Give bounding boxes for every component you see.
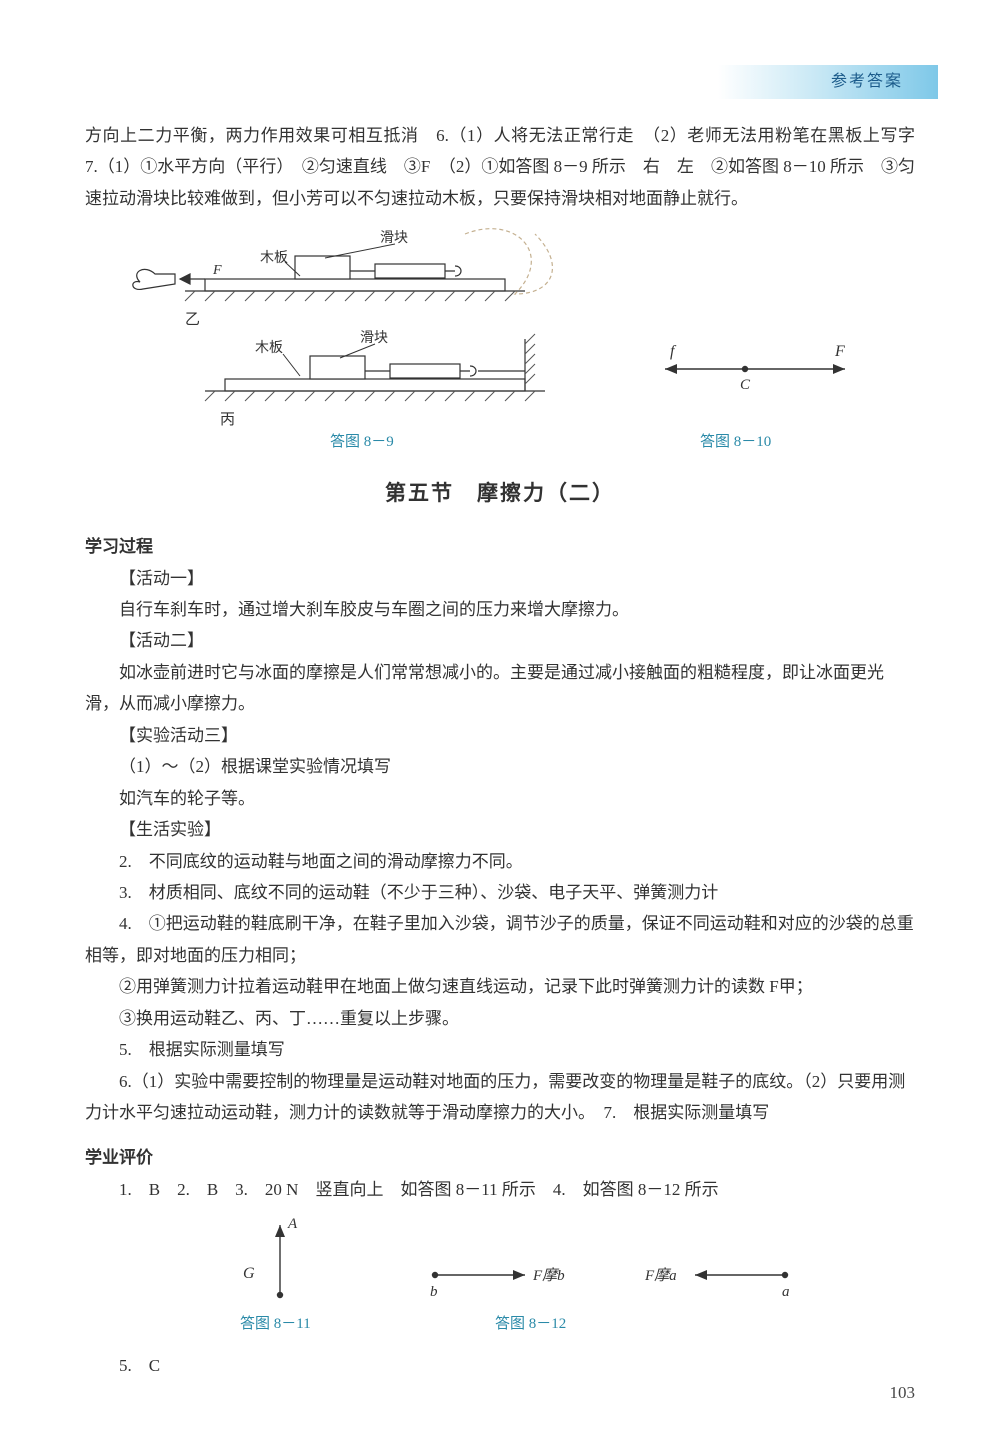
fig-8-11-12-svg: A G 答图 8－11 b F摩b a F摩a 答图 8－12: [85, 1210, 905, 1340]
act3a-text: （1）～（2）根据课堂实验情况填写: [85, 751, 915, 782]
label-G: G: [243, 1265, 255, 1282]
label-board-1: 木板: [260, 250, 288, 266]
act3b-text: 如汽车的轮子等。: [85, 783, 915, 814]
label-f-small: f: [670, 343, 677, 360]
label-a: a: [782, 1284, 790, 1300]
label-slider-1: 滑块: [380, 229, 408, 246]
act2-text: 如冰壶前进时它与冰面的摩擦是人们常常想减小的。主要是通过减小接触面的粗糙程度，即…: [85, 657, 915, 720]
act1-label: 【活动一】: [85, 563, 915, 594]
life2: 2. 不同底纹的运动鞋与地面之间的滑动摩擦力不同。: [85, 846, 915, 877]
figure-row-2: A G 答图 8－11 b F摩b a F摩a 答图 8－12: [85, 1210, 915, 1340]
fig89-caption: 答图 8－9: [330, 433, 394, 450]
label-bing: 丙: [220, 412, 235, 428]
label-yi: 乙: [185, 312, 200, 328]
eval-line1: 1. B 2. B 3. 20 N 竖直向上 如答图 8－11 所示 4. 如答…: [85, 1174, 915, 1205]
learn-heading: 学习过程: [85, 531, 915, 562]
label-slider-2: 滑块: [360, 329, 388, 346]
eval-heading: 学业评价: [85, 1142, 915, 1173]
eval-line5: 5. C: [85, 1350, 915, 1381]
life3: 3. 材质相同、底纹不同的运动鞋（不少于三种）、沙袋、电子天平、弹簧测力计: [85, 877, 915, 908]
act1-text: 自行车刹车时，通过增大刹车胶皮与车圈之间的压力来增大摩擦力。: [85, 594, 915, 625]
label-A: A: [287, 1216, 298, 1232]
label-F-1: F: [212, 263, 222, 278]
life6: 6.（1）实验中需要控制的物理量是运动鞋对地面的压力，需要改变的物理量是鞋子的底…: [85, 1066, 915, 1129]
label-b: b: [430, 1284, 438, 1300]
intro-paragraph: 方向上二力平衡，两力作用效果可相互抵消 6.（1）人将无法正常行走 （2）老师无…: [85, 120, 915, 214]
fig-8-9-10-svg: 木板 滑块 F 乙: [85, 224, 905, 454]
life5: 5. 根据实际测量填写: [85, 1034, 915, 1065]
fig811-caption: 答图 8－11: [240, 1315, 311, 1332]
life4c: ③换用运动鞋乙、丙、丁……重复以上步骤。: [85, 1003, 915, 1034]
life-label: 【生活实验】: [85, 814, 915, 845]
label-Ffb: F摩b: [532, 1267, 565, 1284]
act3-label: 【实验活动三】: [85, 720, 915, 751]
section-title: 第五节 摩擦力（二）: [85, 474, 915, 513]
page-number: 103: [890, 1377, 916, 1408]
fig812-caption: 答图 8－12: [495, 1315, 566, 1332]
page-content: 方向上二力平衡，两力作用效果可相互抵消 6.（1）人将无法正常行走 （2）老师无…: [85, 120, 915, 1382]
life4: 4. ①把运动鞋的鞋底刷干净，在鞋子里加入沙袋，调节沙子的质量，保证不同运动鞋和…: [85, 908, 915, 971]
act2-label: 【活动二】: [85, 625, 915, 656]
fig810-caption: 答图 8－10: [700, 433, 771, 450]
label-C: C: [740, 377, 751, 393]
life4b: ②用弹簧测力计拉着运动鞋甲在地面上做匀速直线运动，记录下此时弹簧测力计的读数 F…: [85, 971, 915, 1002]
figure-row-1: 木板 滑块 F 乙: [85, 224, 915, 454]
label-board-2: 木板: [255, 340, 283, 356]
header-tab: 参考答案: [718, 65, 938, 99]
label-F-big: F: [834, 343, 845, 360]
label-Ffa: F摩a: [644, 1267, 677, 1284]
